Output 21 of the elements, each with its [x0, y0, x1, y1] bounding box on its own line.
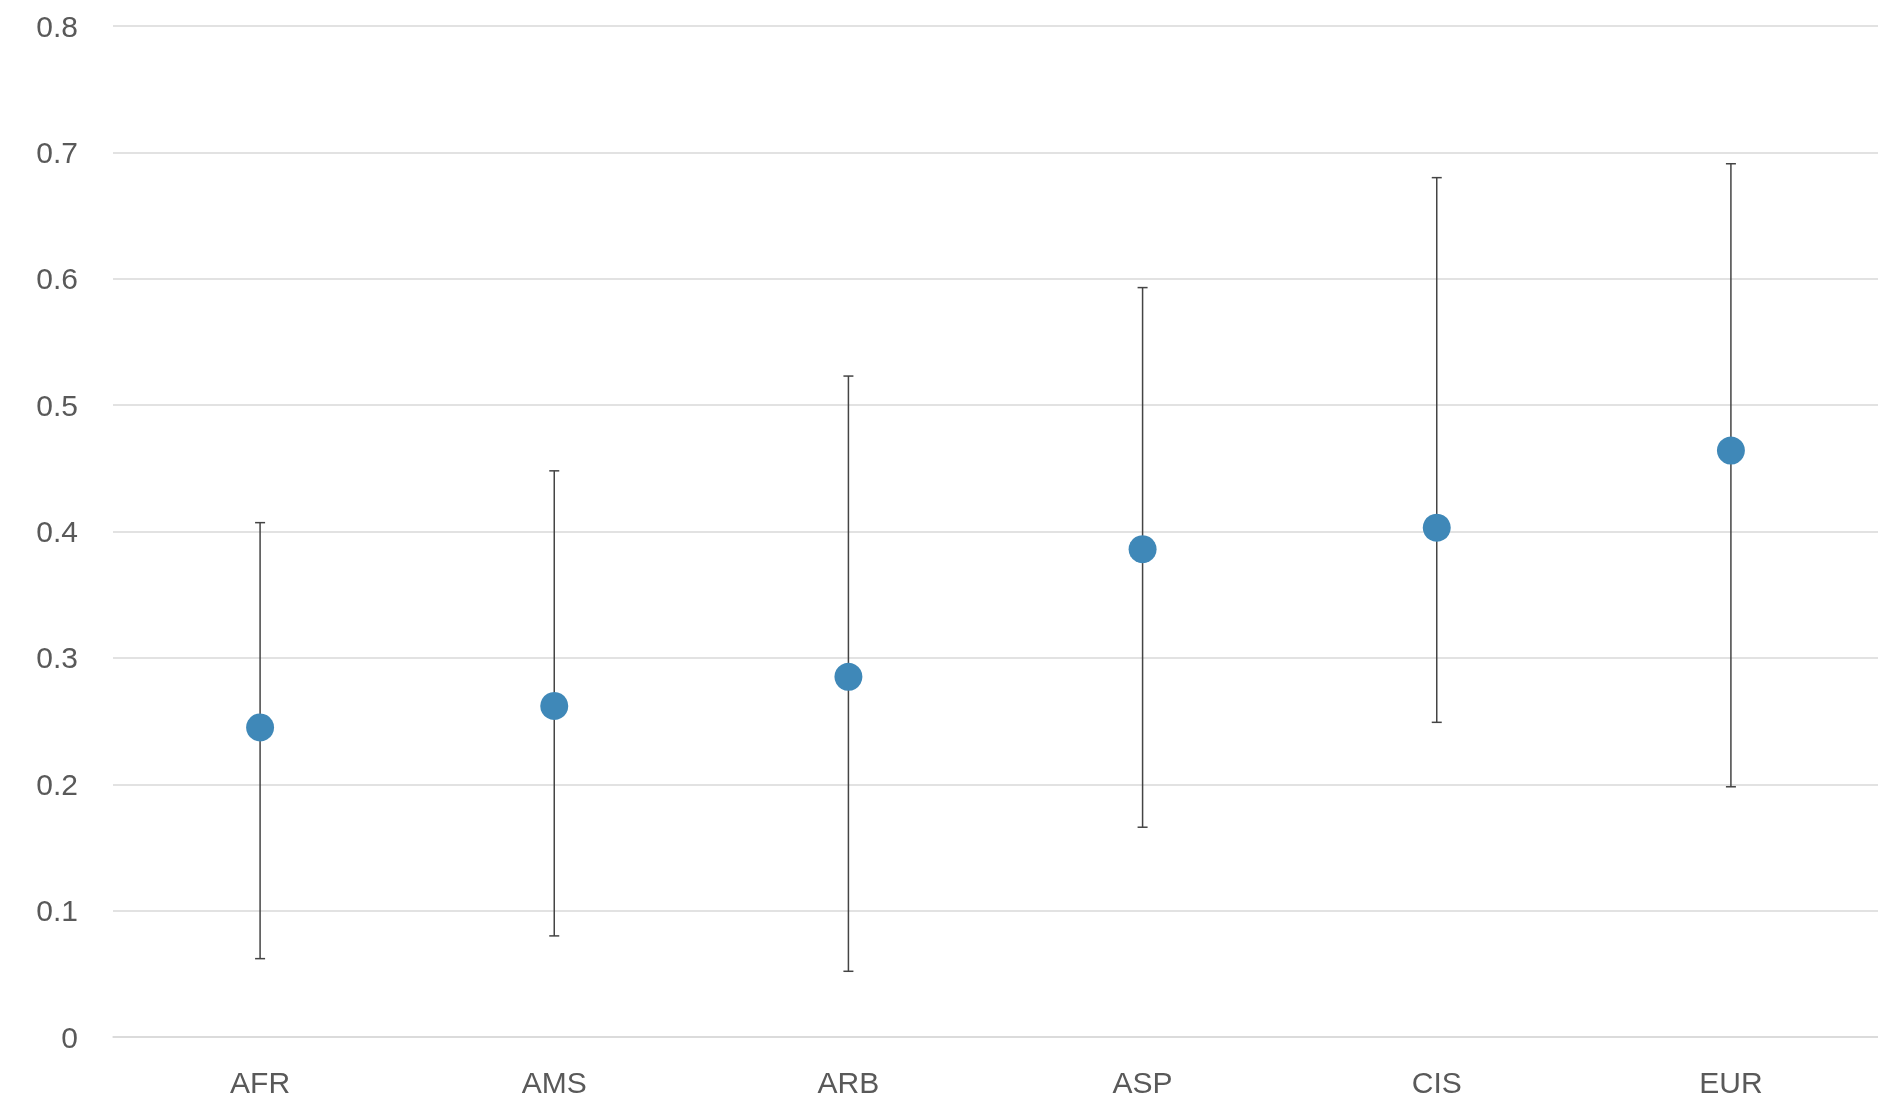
point [1716, 436, 1745, 465]
x-tick-label: ARB [817, 1065, 880, 1099]
point [834, 662, 863, 691]
y-tick-label: 0.5 [36, 388, 78, 422]
x-tick-label: AMS [521, 1065, 587, 1099]
point [1128, 535, 1157, 564]
point [540, 691, 569, 720]
y-tick-label: 0.7 [36, 135, 78, 169]
y-tick-label: 0.2 [36, 767, 78, 801]
y-tick-label: 0 [61, 1020, 78, 1054]
x-tick-label: EUR [1699, 1065, 1763, 1099]
point [246, 713, 275, 742]
point [1422, 513, 1451, 542]
y-tick-label: 0.3 [36, 641, 78, 675]
y-tick-label: 0.6 [36, 262, 78, 296]
x-tick-label: ASP [1112, 1065, 1173, 1099]
x-tick-label: AFR [230, 1065, 291, 1099]
y-tick-label: 0.1 [36, 894, 78, 928]
y-tick-label: 0.4 [36, 515, 78, 548]
x-tick-label: CIS [1411, 1065, 1462, 1099]
y-tick-label: 0.8 [36, 9, 78, 43]
